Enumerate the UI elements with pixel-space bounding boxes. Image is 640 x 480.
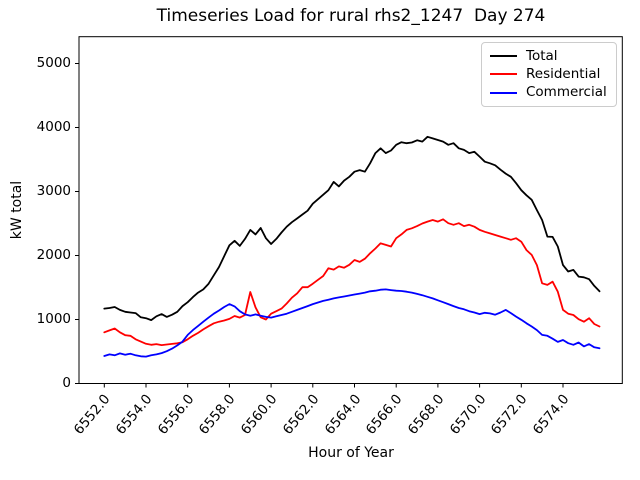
series-line-commercial (103, 288, 601, 358)
x-axis-label: Hour of Year (308, 445, 394, 461)
legend-label-total: Total (526, 47, 558, 64)
series-line-total (103, 135, 601, 322)
legend-item-residential: Residential (490, 65, 608, 83)
legend-label-residential: Residential (526, 65, 601, 82)
y-tick-label: 2000 (36, 247, 71, 263)
legend-item-commercial: Commercial (490, 84, 608, 102)
y-tick-label: 3000 (36, 183, 71, 199)
axes-box (78, 36, 623, 384)
series-line-residential (103, 218, 601, 347)
chart-title: Timeseries Load for rural rhs2_1247 Day … (156, 6, 546, 26)
commercial-line-swatch (490, 91, 517, 94)
y-tick-label: 1000 (36, 311, 71, 327)
y-tick-label: 5000 (36, 55, 71, 71)
legend: Total Residential Commercial (481, 42, 617, 107)
legend-item-total: Total (490, 47, 608, 65)
y-tick-label: 0 (62, 375, 71, 391)
total-line-swatch (490, 55, 517, 58)
residential-line-swatch (490, 73, 517, 76)
legend-label-commercial: Commercial (526, 84, 607, 101)
y-tick-label: 4000 (36, 119, 71, 135)
